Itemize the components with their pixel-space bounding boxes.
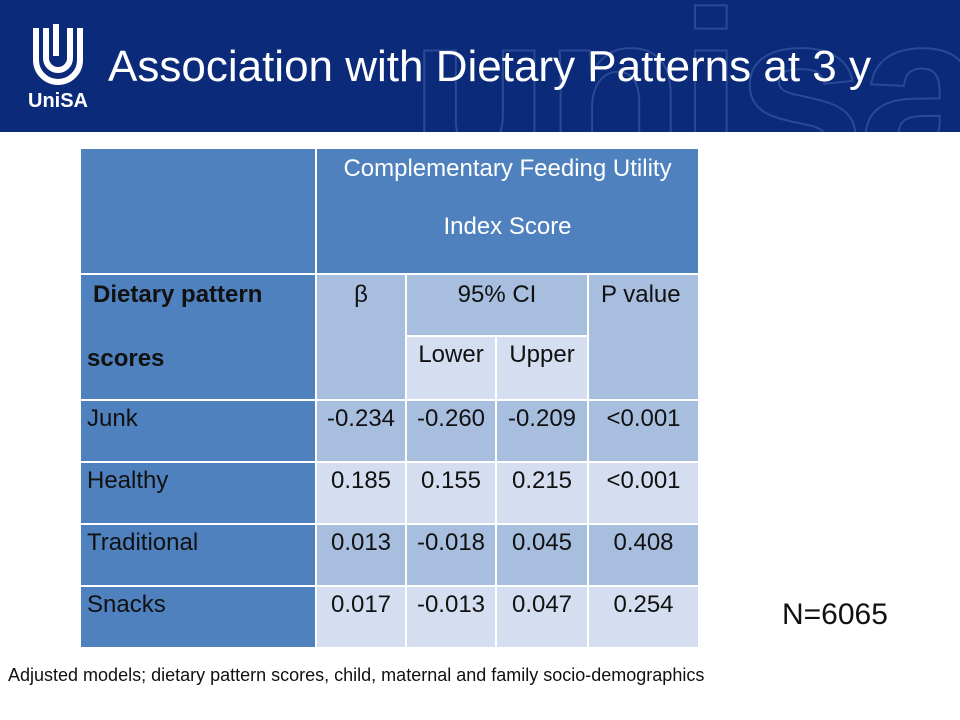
upper-value: -0.209	[495, 399, 589, 463]
table-header-row: Complementary Feeding Utility Index Scor…	[79, 147, 700, 275]
row-label: Healthy	[79, 461, 317, 525]
p-value: 0.254	[587, 585, 700, 649]
row-header-line2: scores	[87, 345, 165, 372]
upper-value: 0.045	[495, 523, 589, 587]
beta-value: 0.017	[315, 585, 407, 649]
ci-subheader-row: Lower Upper	[80, 335, 699, 401]
outcome-line1: Complementary Feeding Utility	[343, 155, 672, 182]
unisa-logo-icon	[33, 24, 83, 85]
lower-header: Lower	[405, 335, 497, 401]
p-value: 0.408	[587, 523, 700, 587]
row-header-line1: Dietary pattern	[93, 281, 263, 308]
upper-value: 0.047	[495, 585, 589, 649]
lower-value: -0.013	[405, 585, 497, 649]
beta-value: -0.234	[315, 399, 407, 463]
ci-header: 95% CI	[405, 273, 589, 337]
logo-text: UniSA	[28, 90, 88, 112]
table-row: Junk -0.234 -0.260 -0.209 <0.001	[79, 399, 700, 463]
lower-value: -0.018	[405, 523, 497, 587]
row-label: Traditional	[79, 523, 317, 587]
table-corner-cell	[79, 147, 317, 275]
table-subheader-row: Dietary pattern scores β 95% CI P value	[79, 273, 700, 401]
row-header-cell: Dietary pattern scores	[79, 273, 317, 401]
row-label: Junk	[79, 399, 317, 463]
p-value: <0.001	[587, 399, 700, 463]
lower-value: -0.260	[405, 399, 497, 463]
p-value: <0.001	[587, 461, 700, 525]
outcome-header: Complementary Feeding Utility Index Scor…	[315, 147, 700, 275]
sample-size: N=6065	[782, 598, 888, 631]
beta-value: 0.185	[315, 461, 407, 525]
slide-title: Association with Dietary Patterns at 3 y	[108, 42, 871, 91]
footnote: Adjusted models; dietary pattern scores,…	[8, 665, 705, 685]
row-label: Snacks	[79, 585, 317, 649]
table-row: Traditional 0.013 -0.018 0.045 0.408	[79, 523, 700, 587]
p-value-header: P value	[587, 273, 700, 401]
table-row: Snacks 0.017 -0.013 0.047 0.254	[79, 585, 700, 649]
table-row: Healthy 0.185 0.155 0.215 <0.001	[79, 461, 700, 525]
beta-value: 0.013	[315, 523, 407, 587]
watermark: unisa	[409, 0, 960, 132]
upper-header: Upper	[495, 335, 589, 401]
beta-header: β	[315, 273, 407, 401]
slide-header: unisa UniSA Association with Dietary Pat…	[0, 0, 960, 132]
outcome-line2: Index Score	[443, 213, 572, 240]
upper-value: 0.215	[495, 461, 589, 525]
results-table: Complementary Feeding Utility Index Scor…	[79, 147, 700, 649]
lower-value: 0.155	[405, 461, 497, 525]
unisa-logo: UniSA	[18, 20, 98, 116]
